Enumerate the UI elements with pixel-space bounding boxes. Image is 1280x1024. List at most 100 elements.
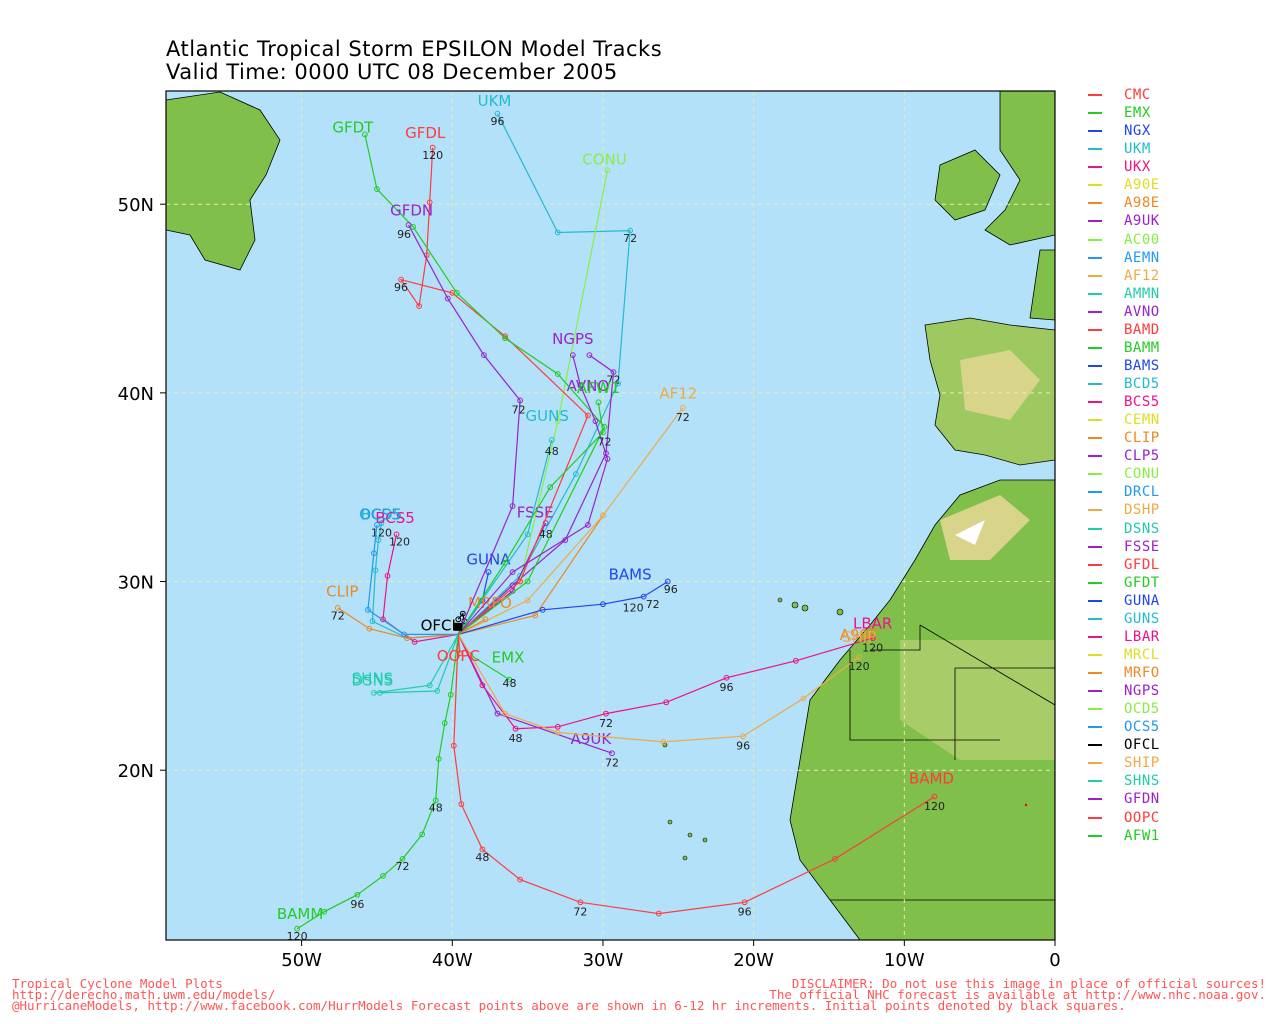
legend-label: OCD5 bbox=[1124, 701, 1160, 718]
legend-swatch bbox=[1088, 563, 1102, 566]
legend-swatch bbox=[1088, 672, 1102, 675]
y-tick-label: 40N bbox=[118, 384, 154, 405]
legend-label: GFDT bbox=[1124, 574, 1160, 591]
track-point bbox=[426, 199, 433, 206]
forecast-hour-label: 48 bbox=[545, 445, 559, 458]
track-point bbox=[372, 567, 379, 574]
legend-item-a98e: A98E bbox=[1088, 194, 1278, 212]
legend-label: BAMD bbox=[1124, 321, 1160, 338]
track-line bbox=[458, 618, 486, 635]
track-point bbox=[832, 855, 838, 862]
legend-label: AEMN bbox=[1124, 249, 1160, 266]
track-point bbox=[419, 831, 426, 838]
track-dsns: DSNS bbox=[352, 634, 459, 696]
track-name-label: UKM bbox=[478, 92, 512, 110]
legend-label: BCD5 bbox=[1124, 376, 1160, 393]
legend-item-bamm: BAMM bbox=[1088, 339, 1278, 357]
track-point bbox=[375, 537, 382, 543]
legend-swatch bbox=[1088, 401, 1102, 404]
legend-item-bcd5: BCD5 bbox=[1088, 375, 1278, 393]
legend-item-conu: CONU bbox=[1088, 465, 1278, 483]
legend-swatch bbox=[1088, 112, 1102, 115]
track-point bbox=[524, 578, 531, 585]
track-point bbox=[524, 597, 531, 604]
legend-swatch bbox=[1088, 419, 1102, 422]
forecast-hour-label: 96 bbox=[664, 583, 678, 596]
forecast-hour-label: 96 bbox=[720, 681, 734, 694]
track-line bbox=[399, 147, 589, 635]
forecast-hour-label: 72 bbox=[599, 717, 613, 730]
track-name-label: CONU bbox=[582, 151, 626, 169]
track-point bbox=[458, 801, 465, 808]
track-line bbox=[457, 354, 615, 635]
legend-label: OFCL bbox=[1124, 737, 1160, 754]
legend-swatch bbox=[1088, 708, 1102, 711]
track-point bbox=[380, 872, 386, 879]
track-point bbox=[398, 276, 404, 283]
track-point bbox=[502, 335, 508, 342]
track-point bbox=[384, 572, 391, 579]
forecast-hour-label: 72 bbox=[676, 411, 690, 424]
legend-label: MRFO bbox=[1124, 665, 1160, 682]
track-name-label: MRFO bbox=[468, 594, 512, 612]
track-point bbox=[482, 616, 489, 623]
legend-label: NGPS bbox=[1124, 683, 1160, 700]
track-bcs5: 120 BCS5 bbox=[375, 509, 459, 645]
legend-swatch bbox=[1088, 437, 1102, 440]
chart-title: Atlantic Tropical Storm EPSILON Model Tr… bbox=[166, 37, 663, 61]
x-tick-label: 20W bbox=[733, 950, 774, 971]
track-point bbox=[405, 222, 412, 228]
legend-item-ukm: UKM bbox=[1088, 140, 1278, 158]
track-line bbox=[458, 515, 604, 635]
forecast-hour-label: 96 bbox=[394, 281, 408, 294]
legend-swatch bbox=[1088, 617, 1102, 620]
y-tick-label: 30N bbox=[118, 573, 154, 594]
track-point bbox=[455, 616, 462, 623]
forecast-hour-label: 72 bbox=[597, 436, 611, 449]
legend-label: OCS5 bbox=[1124, 719, 1160, 736]
legend-item-a90e: A90E bbox=[1088, 176, 1278, 194]
legend-swatch bbox=[1088, 509, 1102, 512]
track-name-label: AF12 bbox=[659, 385, 697, 403]
track-name-label: GFDT bbox=[332, 119, 374, 137]
track-point bbox=[371, 689, 377, 696]
chart-subtitle: Valid Time: 0000 UTC 08 December 2005 bbox=[166, 60, 618, 84]
legend-item-ship: SHIP bbox=[1088, 754, 1278, 772]
legend-swatch bbox=[1088, 364, 1102, 367]
track-point bbox=[741, 899, 748, 906]
track-ocs5: OCS5 bbox=[359, 505, 459, 638]
track-lbar: 48 72 96 120 LBAR bbox=[457, 615, 892, 745]
forecast-hour-label: 72 bbox=[623, 232, 637, 245]
track-point bbox=[502, 559, 508, 566]
legend-label: CEMN bbox=[1124, 412, 1160, 429]
track-point bbox=[494, 110, 501, 117]
legend: CMC EMX NGX UKM UKX A90E A98E A9UK AC00 AEMN AF12 A… bbox=[1088, 86, 1278, 845]
track-line bbox=[382, 534, 459, 643]
map-frame bbox=[165, 90, 1056, 941]
legend-label: FSSE bbox=[1124, 538, 1160, 555]
track-point bbox=[577, 899, 584, 906]
track-point bbox=[494, 710, 501, 717]
track-line bbox=[337, 607, 459, 639]
legend-label: UKX bbox=[1124, 159, 1151, 176]
track-point bbox=[660, 739, 667, 745]
track-point bbox=[869, 635, 876, 642]
legend-label: GFDN bbox=[1124, 791, 1160, 808]
track-bamm: 48 72 96 120 BAMM bbox=[277, 634, 459, 943]
legend-item-emx: EMX bbox=[1088, 104, 1278, 122]
legend-label: AMMN bbox=[1124, 285, 1160, 302]
legend-swatch bbox=[1088, 834, 1102, 837]
legend-swatch bbox=[1088, 635, 1102, 638]
forecast-hour-label: 72 bbox=[512, 404, 526, 417]
track-point bbox=[380, 616, 386, 623]
forecast-hour-label: 72 bbox=[573, 905, 587, 918]
legend-swatch bbox=[1088, 816, 1102, 819]
legend-label: SHNS bbox=[1124, 773, 1160, 790]
track-point bbox=[547, 484, 554, 491]
track-point bbox=[548, 437, 555, 443]
forecast-hour-label: 120 bbox=[287, 930, 308, 943]
legend-swatch bbox=[1088, 455, 1102, 458]
footer-line: The official NHC forecast is available a… bbox=[769, 987, 1266, 1002]
legend-item-a9uk: A9UK bbox=[1088, 212, 1278, 230]
track-name-label: CLIP bbox=[326, 583, 358, 601]
